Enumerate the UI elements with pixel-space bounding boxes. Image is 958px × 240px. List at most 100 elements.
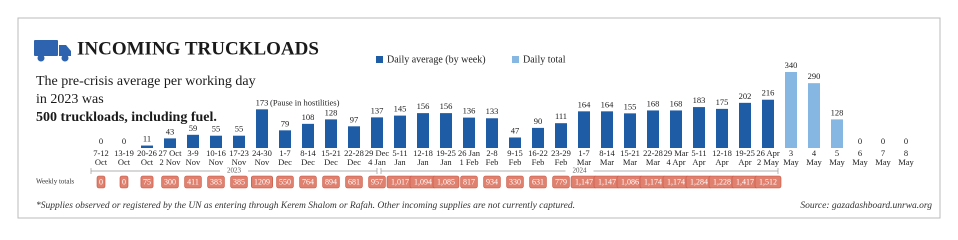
- value-label: 168: [647, 98, 660, 108]
- value-label: 155: [624, 101, 637, 111]
- x-tick-label: 6 May: [852, 148, 868, 167]
- x-tick-label: 7-12 Oct: [93, 148, 109, 167]
- bar: [394, 115, 406, 148]
- truck-icon: [34, 40, 71, 62]
- value-label: 55: [235, 124, 244, 134]
- bar: [532, 127, 544, 148]
- weekly-total-box: [368, 175, 386, 189]
- value-label: 173: [256, 97, 269, 107]
- subtitle-bold: 500 truckloads, including fuel.: [36, 110, 217, 125]
- weekly-totals-label: Weekly totals: [36, 178, 74, 186]
- weekly-total-label: 1,085: [437, 177, 455, 186]
- x-tick-label: 2-8 Feb: [486, 148, 499, 167]
- value-label: 156: [417, 101, 430, 111]
- bar: [256, 109, 268, 148]
- x-tick-label: 3 May: [783, 148, 799, 167]
- weekly-total-label: 934: [486, 177, 498, 186]
- value-label: 175: [716, 97, 729, 107]
- bar: [509, 137, 521, 148]
- weekly-total-label: 817: [463, 177, 475, 186]
- weekly-total-box: [552, 175, 570, 189]
- weekly-total-box: [529, 175, 547, 189]
- bar: [371, 117, 383, 148]
- weekly-total-box: [299, 175, 317, 189]
- weekly-total-box: [432, 175, 460, 189]
- value-label: 0: [99, 136, 103, 146]
- bar: [831, 119, 843, 148]
- weekly-total-box: [345, 175, 363, 189]
- source: Source: gazadashboard.unrwa.org: [800, 201, 932, 211]
- value-label: 164: [601, 99, 615, 109]
- x-tick-label: 19-25 Apr: [735, 148, 755, 167]
- weekly-total-label: 385: [233, 177, 245, 186]
- x-tick-label: 22-28 Dec: [344, 148, 364, 167]
- bar: [578, 111, 590, 148]
- bar: [164, 138, 176, 148]
- value-label: 111: [555, 111, 567, 121]
- value-label: 164: [578, 99, 592, 109]
- bar: [601, 111, 613, 148]
- weekly-total-label: 1,284: [690, 177, 708, 186]
- bar: [302, 123, 314, 148]
- x-tick-label: 5 May: [829, 148, 845, 167]
- x-tick-label: 4 May: [806, 148, 822, 167]
- weekly-total-label: 764: [302, 177, 314, 186]
- weekly-total-box: [161, 175, 179, 189]
- legend-label: Daily total: [523, 54, 566, 65]
- value-label: 133: [486, 106, 499, 116]
- value-label: 136: [463, 106, 476, 116]
- bar: [762, 99, 774, 148]
- x-tick-label: 9-15 Feb: [507, 148, 523, 167]
- chart: INCOMING TRUCKLOADS 500 truckloads, incl…: [17, 17, 941, 219]
- bar: [279, 130, 291, 148]
- legend-swatch: [512, 56, 519, 63]
- x-tick-label: 27 Oct 2 Nov: [159, 148, 183, 167]
- weekly-total-label: 0: [122, 177, 126, 186]
- annotation: (Pause in hostilities): [270, 97, 340, 107]
- x-tick-label: 5-11 Jan: [392, 148, 407, 167]
- value-label: 137: [371, 105, 384, 115]
- weekly-total-label: 1,094: [414, 177, 432, 186]
- bar: [325, 119, 337, 148]
- bar: [210, 135, 222, 148]
- weekly-total-box: [184, 175, 202, 189]
- weekly-total-box: [483, 175, 501, 189]
- value-label: 55: [212, 124, 221, 134]
- x-tick-label: 16-22 Feb: [528, 148, 548, 167]
- x-tick-label: 26 Apr 2 May: [756, 148, 780, 167]
- value-label: 0: [881, 136, 885, 146]
- x-tick-label: 5-11 Apr: [691, 148, 706, 167]
- x-tick-label: 29 Dec 4 Jan: [365, 148, 390, 167]
- x-tick-label: 1-7 Mar: [577, 148, 591, 167]
- x-tick-label: 23-29 Feb: [551, 148, 571, 167]
- weekly-total-label: 1,174: [644, 177, 662, 186]
- bar: [785, 72, 797, 148]
- weekly-total-label: 681: [348, 177, 360, 186]
- legend-label: Daily average (by week): [387, 54, 486, 65]
- value-label: 183: [693, 95, 706, 105]
- weekly-total-box: [96, 175, 106, 189]
- bar: [348, 126, 360, 148]
- x-tick-label: 3-9 Nov: [186, 148, 201, 167]
- value-label: 90: [534, 116, 543, 126]
- year-label: 2024: [573, 167, 588, 175]
- x-tick-label: 17-23 Nov: [229, 148, 249, 167]
- value-label: 47: [511, 125, 520, 135]
- weekly-total-label: 0: [99, 177, 103, 186]
- bar: [647, 110, 659, 148]
- value-label: 202: [739, 91, 752, 101]
- value-label: 108: [302, 112, 315, 122]
- value-label: 340: [785, 60, 798, 70]
- bar: [716, 108, 728, 148]
- weekly-total-label: 779: [555, 177, 567, 186]
- value-label: 59: [189, 123, 198, 133]
- weekly-total-label: 1209: [254, 177, 270, 186]
- weekly-total-box: [119, 175, 129, 189]
- x-tick-label: 24-30 Nov: [252, 148, 272, 167]
- weekly-total-box: [207, 175, 225, 189]
- bar: [463, 117, 475, 148]
- value-label: 216: [762, 88, 775, 98]
- x-tick-label: 26 Jan 1 Feb: [458, 148, 481, 167]
- value-label: 290: [808, 71, 821, 81]
- weekly-total-label: 894: [325, 177, 337, 186]
